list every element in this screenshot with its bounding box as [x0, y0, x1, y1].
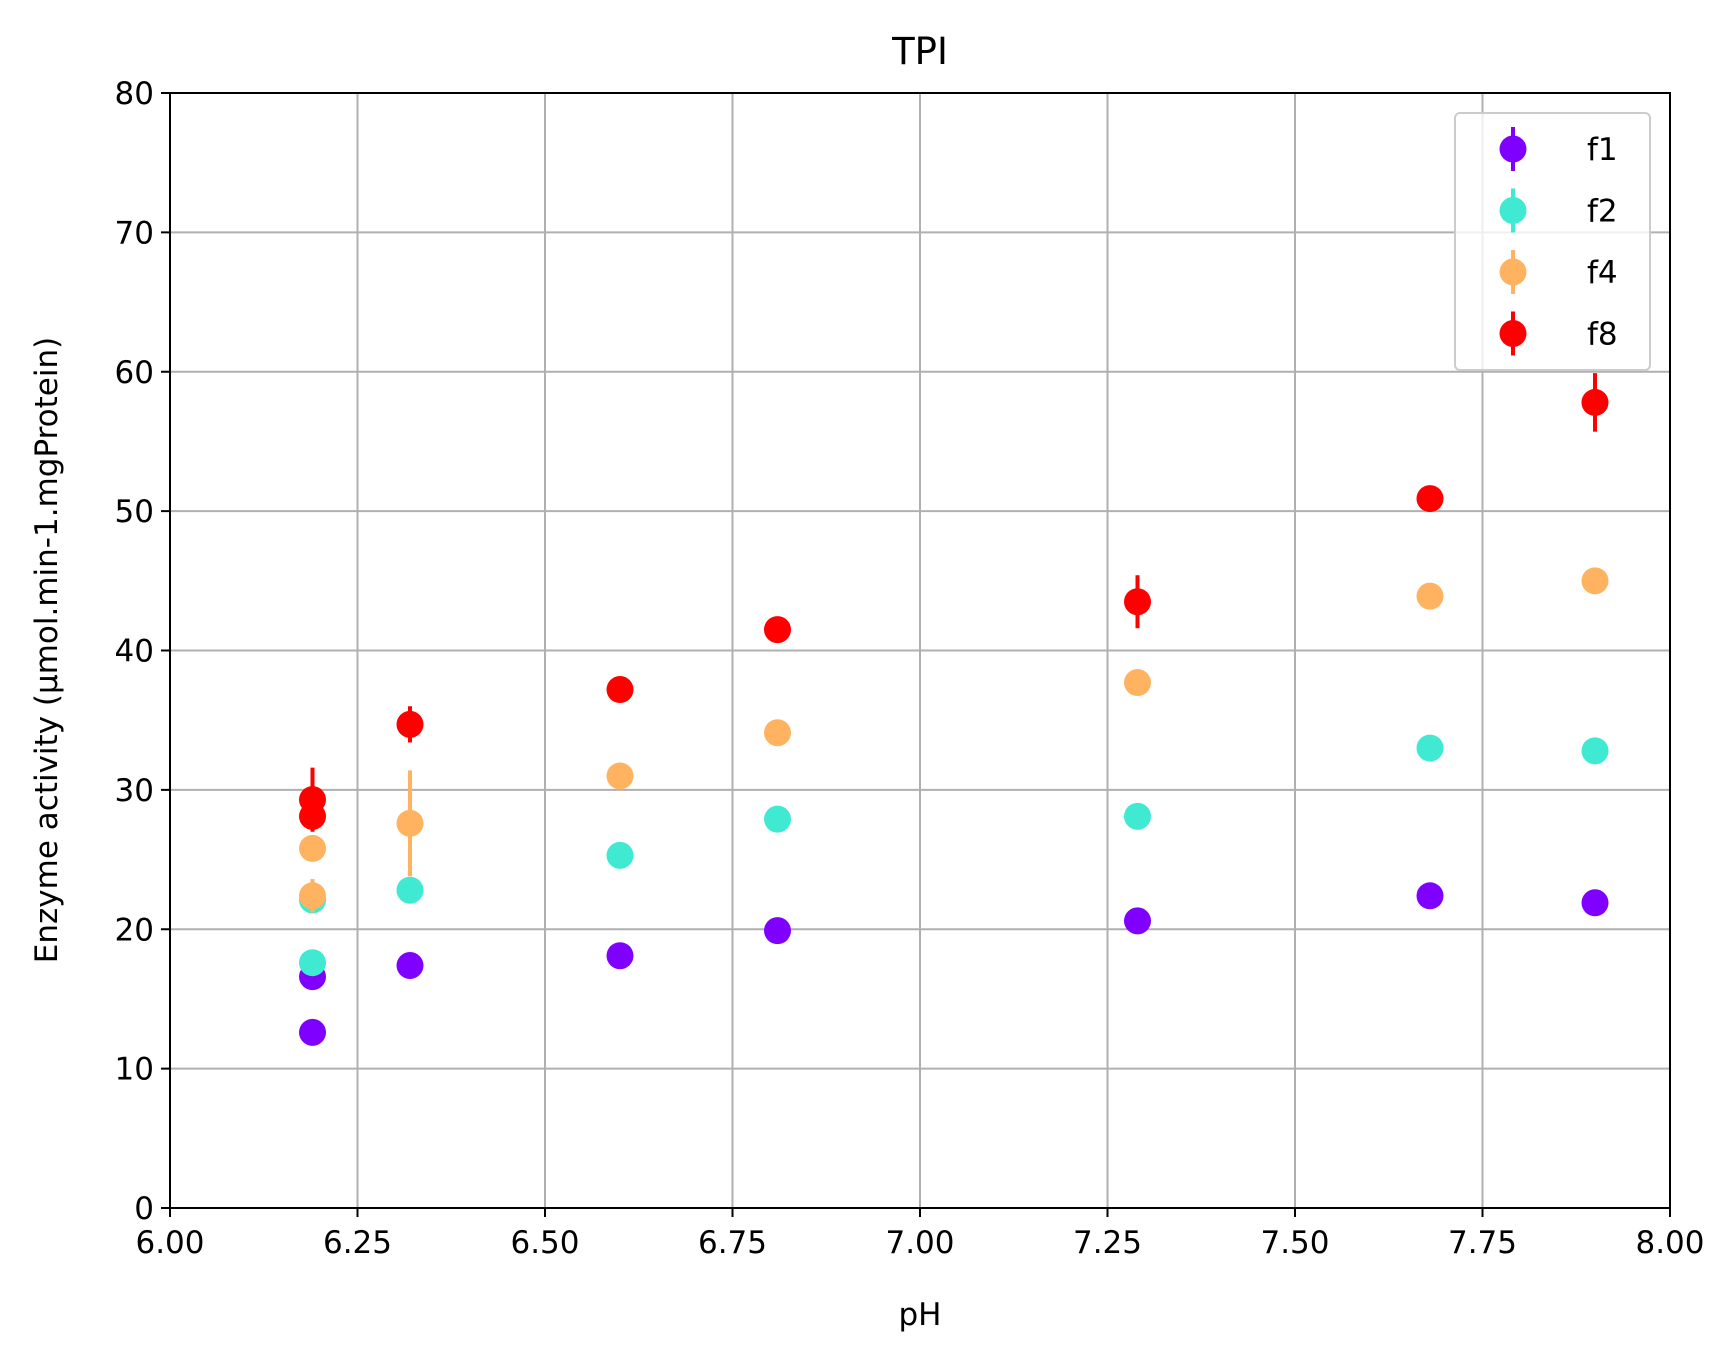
x-tick-label: 6.75 [698, 1225, 767, 1261]
x-axis-ticks: 6.00 6.25 6.50 6.75 7.00 7.25 7.50 7.75 8.00 [135, 1208, 1705, 1261]
data-point [606, 762, 634, 790]
data-point [606, 676, 634, 704]
data-point [1581, 567, 1609, 595]
legend-label: f1 [1587, 132, 1618, 168]
data-point [299, 786, 326, 814]
y-axis-title: Enzyme activity (µmol.min-1.mgProtein) [29, 337, 65, 963]
legend-marker [1499, 258, 1527, 286]
data-point [299, 949, 326, 977]
data-point [1581, 737, 1609, 765]
data-points [299, 373, 1609, 1046]
y-tick-label: 70 [115, 215, 154, 251]
x-tick-label: 6.50 [510, 1225, 579, 1261]
y-tick-label: 40 [115, 634, 154, 670]
legend-marker [1499, 320, 1527, 347]
data-point [396, 951, 424, 979]
y-axis-ticks: 0 10 20 30 40 50 60 70 80 [115, 76, 170, 1227]
data-point [396, 876, 424, 904]
x-tick-label: 7.75 [1448, 1225, 1517, 1261]
series-f8 [299, 373, 1609, 832]
data-point [764, 805, 791, 833]
data-point [1124, 802, 1151, 830]
data-point [396, 809, 424, 837]
data-point [1124, 669, 1151, 697]
legend-item-f1: f1 [1499, 127, 1618, 171]
data-point [1416, 734, 1444, 762]
legend-marker [1499, 135, 1527, 163]
legend-item-f4: f4 [1499, 250, 1618, 294]
legend-box [1454, 112, 1651, 371]
legend: f1 f2 f4 f8 [1454, 112, 1651, 371]
x-axis-title: pH [899, 1297, 942, 1333]
data-point [1124, 907, 1151, 935]
data-point [299, 882, 326, 910]
data-point [1416, 882, 1444, 910]
y-tick-label: 60 [115, 355, 154, 391]
legend-item-f2: f2 [1499, 188, 1618, 233]
x-tick-label: 7.00 [885, 1225, 954, 1261]
legend-label: f2 [1587, 194, 1618, 230]
data-point [396, 710, 424, 738]
y-tick-label: 80 [115, 76, 154, 112]
legend-item-f8: f8 [1499, 311, 1618, 356]
data-point [606, 841, 634, 869]
data-point [1124, 588, 1151, 616]
data-point [764, 719, 791, 747]
y-tick-label: 20 [115, 912, 154, 948]
data-point [1581, 388, 1609, 416]
y-tick-label: 0 [134, 1191, 154, 1227]
data-point [299, 1018, 326, 1046]
data-point [606, 942, 634, 970]
plot-frame [169, 92, 1671, 1209]
chart-title: TPI [891, 30, 948, 73]
y-tick-label: 50 [115, 494, 154, 530]
x-tick-label: 7.25 [1073, 1225, 1142, 1261]
x-tick-label: 6.25 [323, 1225, 392, 1261]
data-point [1416, 485, 1444, 513]
data-point [1416, 582, 1444, 610]
x-tick-label: 7.50 [1260, 1225, 1329, 1261]
data-point [764, 616, 791, 644]
legend-marker [1499, 197, 1527, 224]
data-point [764, 917, 791, 945]
x-tick-label: 6.00 [135, 1225, 204, 1261]
y-tick-label: 10 [115, 1052, 154, 1088]
series-f2 [299, 734, 1609, 977]
data-point [299, 834, 326, 862]
x-tick-label: 8.00 [1635, 1225, 1704, 1261]
data-point [1581, 889, 1609, 917]
y-tick-label: 30 [115, 773, 154, 809]
series-f4 [299, 567, 1609, 913]
legend-label: f8 [1587, 317, 1618, 353]
legend-label: f4 [1587, 255, 1618, 291]
